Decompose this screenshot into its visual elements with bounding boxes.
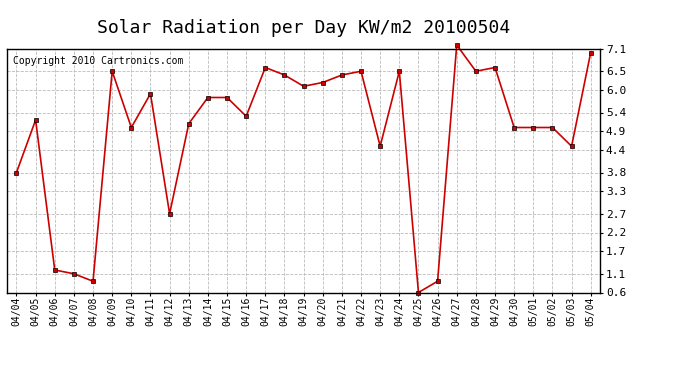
Text: Solar Radiation per Day KW/m2 20100504: Solar Radiation per Day KW/m2 20100504 <box>97 19 510 37</box>
Text: Copyright 2010 Cartronics.com: Copyright 2010 Cartronics.com <box>13 56 184 66</box>
